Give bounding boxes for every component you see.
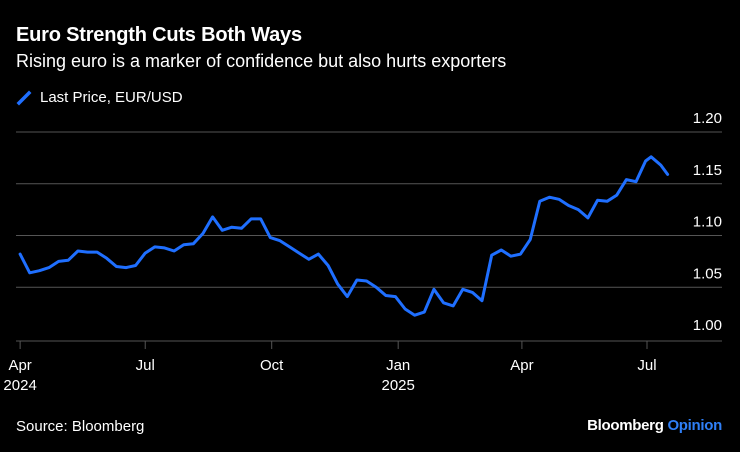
chart-title: Euro Strength Cuts Both Ways: [16, 24, 302, 46]
y-tick-label: 1.15: [693, 162, 722, 179]
y-axis-ticks: 1.00 1.05 1.10 1.15 1.20: [693, 110, 722, 334]
y-tick-label: 1.10: [693, 214, 722, 231]
x-tick-label: Jul: [136, 357, 155, 374]
brand-suffix: Opinion: [667, 417, 722, 434]
x-tick-label: Jul: [637, 357, 656, 374]
line-swatch-icon: [16, 90, 32, 105]
x-tick-sublabel: 2025: [381, 377, 414, 394]
y-tick-label: 1.00: [693, 317, 722, 334]
x-tick-label: Apr: [510, 357, 533, 374]
brand-logo: Bloomberg Opinion: [587, 417, 722, 434]
x-tick-label: Jan: [386, 357, 410, 374]
legend: Last Price, EUR/USD: [16, 89, 183, 106]
grid-lines: [16, 131, 722, 342]
x-tick-label: Oct: [260, 357, 284, 374]
series-layer: [18, 155, 670, 317]
legend-label: Last Price, EUR/USD: [40, 89, 183, 106]
brand-name: Bloomberg: [587, 417, 664, 434]
source-note: Source: Bloomberg: [16, 418, 145, 435]
series-line: [18, 155, 670, 317]
y-tick-label: 1.05: [693, 265, 722, 282]
x-tick-label: Apr: [8, 357, 31, 374]
x-axis-ticks: Apr 2024 Jul Oct Jan 2025 Apr Jul: [3, 341, 657, 394]
chart-subtitle: Rising euro is a marker of confidence bu…: [16, 51, 507, 71]
y-tick-label: 1.20: [693, 110, 722, 127]
x-tick-sublabel: 2024: [3, 377, 36, 394]
